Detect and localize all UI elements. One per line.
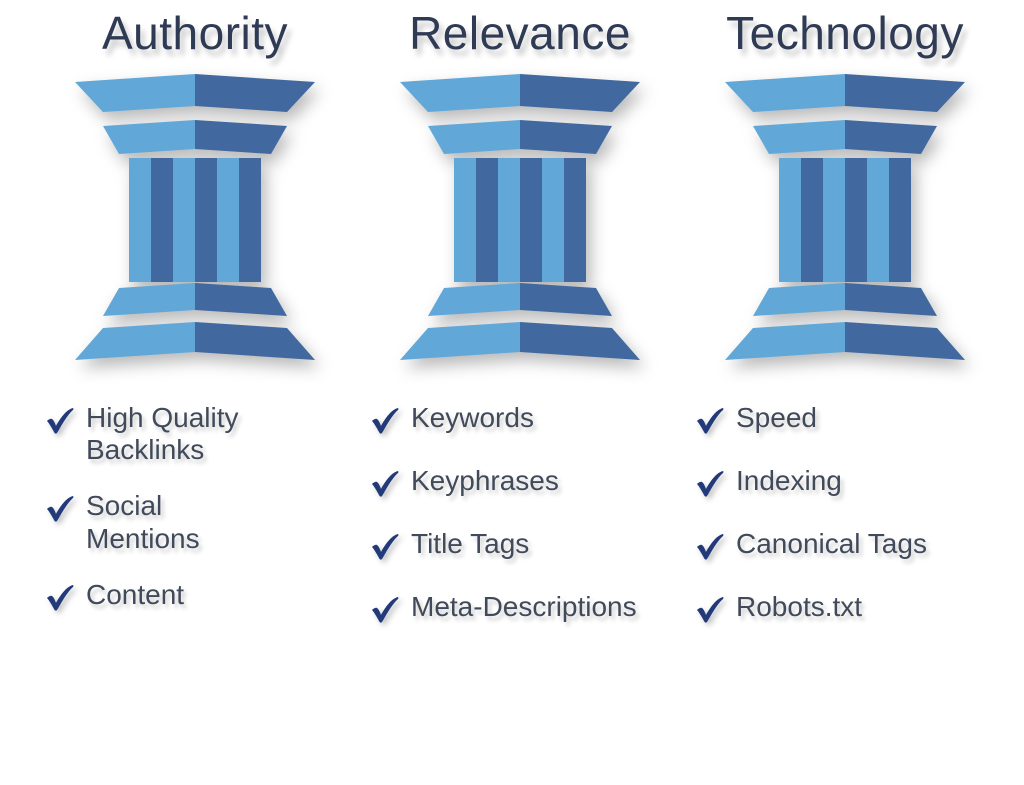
list-item: Canonical Tags	[694, 528, 1010, 567]
list-item: Meta-Descriptions	[369, 591, 685, 630]
list-item-label: Keywords	[411, 402, 534, 434]
list-item-label: Indexing	[736, 465, 842, 497]
list-item-label: Meta-Descriptions	[411, 591, 637, 623]
pillar-title: Technology	[680, 6, 1010, 60]
pillar-icon	[30, 72, 360, 372]
list-item-label: Title Tags	[411, 528, 529, 560]
list-item: High Quality Backlinks	[44, 402, 360, 466]
checkmark-icon	[44, 404, 76, 441]
list-item: Robots.txt	[694, 591, 1010, 630]
checkmark-icon	[369, 593, 401, 630]
checkmark-icon	[369, 530, 401, 567]
checkmark-icon	[694, 467, 726, 504]
checkmark-icon	[694, 593, 726, 630]
checkmark-icon	[369, 467, 401, 504]
pillar-title: Relevance	[355, 6, 685, 60]
list-item-label: High Quality Backlinks	[86, 402, 239, 466]
checkmark-icon	[44, 581, 76, 618]
list-item: Indexing	[694, 465, 1010, 504]
pillar-icon	[680, 72, 1010, 372]
list-item-label: Social Mentions	[86, 490, 200, 554]
list-item-label: Canonical Tags	[736, 528, 927, 560]
list-item: Keywords	[369, 402, 685, 441]
list-item-label: Content	[86, 579, 184, 611]
checkmark-icon	[694, 404, 726, 441]
pillar-title: Authority	[30, 6, 360, 60]
checkmark-icon	[44, 492, 76, 529]
checkmark-icon	[369, 404, 401, 441]
pillar-icon	[355, 72, 685, 372]
pillar-item-list: Keywords Keyphrases Title Tags Meta-Desc…	[355, 402, 685, 630]
list-item-label: Speed	[736, 402, 817, 434]
list-item: Social Mentions	[44, 490, 360, 554]
checkmark-icon	[694, 530, 726, 567]
pillar-item-list: Speed Indexing Canonical Tags Robots.txt	[680, 402, 1010, 630]
pillar-column: Authority High Quality Backlinks Social …	[30, 0, 360, 642]
pillar-item-list: High Quality Backlinks Social Mentions C…	[30, 402, 360, 618]
list-item: Speed	[694, 402, 1010, 441]
list-item-label: Keyphrases	[411, 465, 559, 497]
list-item-label: Robots.txt	[736, 591, 862, 623]
list-item: Title Tags	[369, 528, 685, 567]
list-item: Keyphrases	[369, 465, 685, 504]
pillar-column: Technology Speed Indexing Canonical Tags…	[680, 0, 1010, 654]
list-item: Content	[44, 579, 360, 618]
pillar-column: Relevance Keywords Keyphrases Title Tags…	[355, 0, 685, 654]
